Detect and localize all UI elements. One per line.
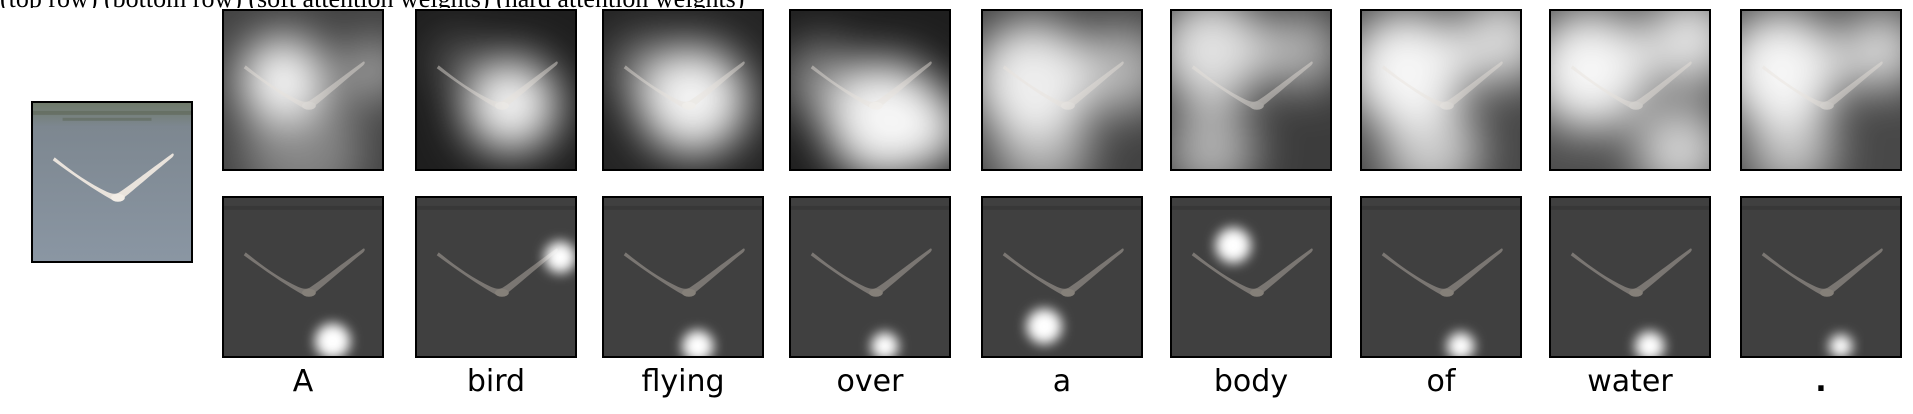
caption-word-5: a bbox=[1052, 364, 1072, 399]
caption-word-1: A bbox=[292, 364, 314, 399]
caption-word-2: bird bbox=[466, 364, 526, 399]
soft-attention-map-1 bbox=[222, 9, 384, 171]
hard-attention-map-5 bbox=[981, 196, 1143, 358]
caption-word-8: water bbox=[1587, 364, 1673, 399]
original-image bbox=[31, 101, 193, 263]
hard-attention-map-8 bbox=[1549, 196, 1711, 358]
hard-attention-map-6 bbox=[1170, 196, 1332, 358]
caption-word-7: of bbox=[1426, 364, 1456, 399]
hard-attention-map-9 bbox=[1740, 196, 1902, 358]
soft-attention-map-7 bbox=[1360, 9, 1522, 171]
soft-attention-map-3 bbox=[602, 9, 764, 171]
figure-caption-fragment: (top row) (bottom row) (soft attention w… bbox=[0, 0, 1913, 8]
soft-attention-map-6 bbox=[1170, 9, 1332, 171]
hard-attention-map-1 bbox=[222, 196, 384, 358]
soft-attention-map-2 bbox=[415, 9, 577, 171]
caption-word-9: . bbox=[1815, 364, 1827, 399]
soft-attention-map-8 bbox=[1549, 9, 1711, 171]
hard-attention-map-2 bbox=[415, 196, 577, 358]
caption-word-6: body bbox=[1213, 364, 1289, 399]
hard-attention-map-4 bbox=[789, 196, 951, 358]
hard-attention-map-7 bbox=[1360, 196, 1522, 358]
soft-attention-map-4 bbox=[789, 9, 951, 171]
caption-word-3: flying bbox=[641, 364, 725, 399]
hard-attention-map-3 bbox=[602, 196, 764, 358]
soft-attention-map-5 bbox=[981, 9, 1143, 171]
caption-word-4: over bbox=[836, 364, 904, 399]
soft-attention-map-9 bbox=[1740, 9, 1902, 171]
